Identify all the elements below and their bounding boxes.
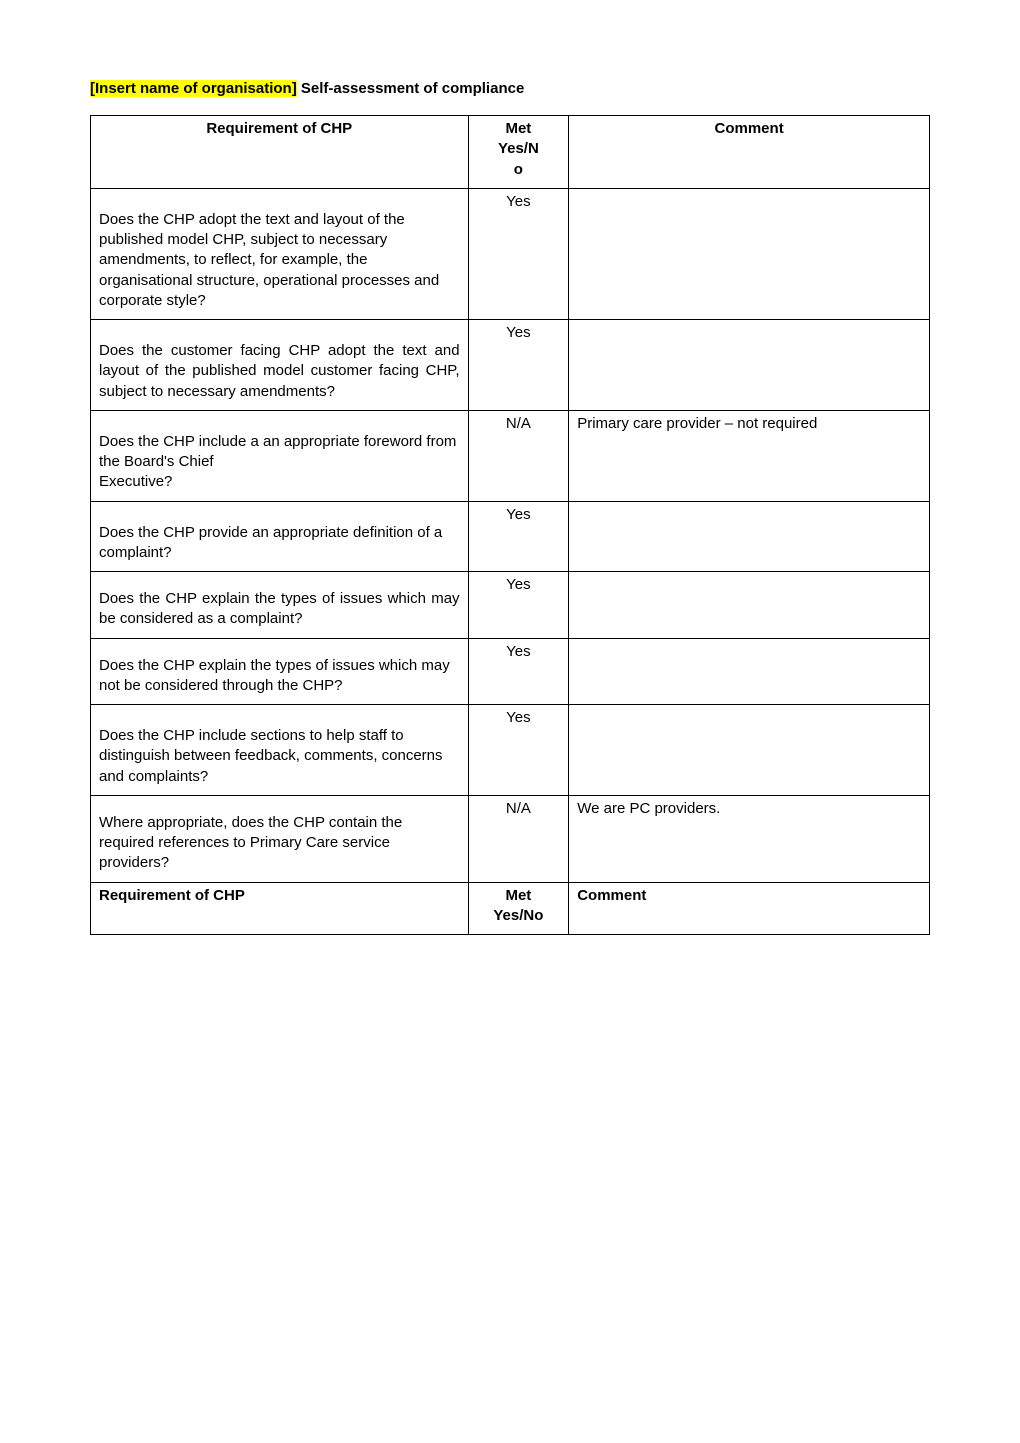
compliance-table: Requirement of CHP Met Yes/N o Comment D…: [90, 115, 930, 935]
comment-cell: We are PC providers.: [569, 795, 930, 882]
met-cell: Yes: [468, 638, 569, 705]
requirement-cell: Does the CHP explain the types of issues…: [91, 638, 469, 705]
comment-cell: [569, 320, 930, 411]
requirement-cell: Does the CHP include a an appropriate fo…: [91, 410, 469, 501]
table-row: Does the CHP explain the types of issues…: [91, 572, 930, 639]
comment-cell: [569, 638, 930, 705]
met-cell: N/A: [468, 795, 569, 882]
met-cell: N/A: [468, 410, 569, 501]
header-comment: Comment: [569, 116, 930, 189]
comment-cell: [569, 501, 930, 572]
table-row: Does the CHP include sections to help st…: [91, 705, 930, 796]
title-highlight: [Insert name of organisation]: [90, 80, 297, 97]
comment-cell: [569, 572, 930, 639]
title-rest: Self-assessment of compliance: [297, 80, 525, 97]
requirement-cell: Does the CHP adopt the text and layout o…: [91, 188, 469, 319]
table-row: Does the customer facing CHP adopt the t…: [91, 320, 930, 411]
table-row: Does the CHP adopt the text and layout o…: [91, 188, 930, 319]
requirement-cell: Does the CHP provide an appropriate defi…: [91, 501, 469, 572]
table-row: Where appropriate, does the CHP contain …: [91, 795, 930, 882]
requirement-cell: Does the CHP explain the types of issues…: [91, 572, 469, 639]
comment-cell: Primary care provider – not required: [569, 410, 930, 501]
comment-cell: [569, 705, 930, 796]
table-row: Does the CHP explain the types of issues…: [91, 638, 930, 705]
requirement-cell: Does the customer facing CHP adopt the t…: [91, 320, 469, 411]
footer-requirement: Requirement of CHP: [91, 882, 469, 935]
page-title: [Insert name of organisation] Self-asses…: [90, 80, 930, 97]
met-cell: Yes: [468, 501, 569, 572]
comment-cell: [569, 188, 930, 319]
met-cell: Yes: [468, 705, 569, 796]
table-footer-row: Requirement of CHP Met Yes/No Comment: [91, 882, 930, 935]
footer-comment: Comment: [569, 882, 930, 935]
table-header-row: Requirement of CHP Met Yes/N o Comment: [91, 116, 930, 189]
table-row: Does the CHP provide an appropriate defi…: [91, 501, 930, 572]
header-requirement: Requirement of CHP: [91, 116, 469, 189]
met-cell: Yes: [468, 572, 569, 639]
met-cell: Yes: [468, 320, 569, 411]
footer-met: Met Yes/No: [468, 882, 569, 935]
met-cell: Yes: [468, 188, 569, 319]
requirement-cell: Does the CHP include sections to help st…: [91, 705, 469, 796]
table-row: Does the CHP include a an appropriate fo…: [91, 410, 930, 501]
requirement-cell: Where appropriate, does the CHP contain …: [91, 795, 469, 882]
header-met: Met Yes/N o: [468, 116, 569, 189]
